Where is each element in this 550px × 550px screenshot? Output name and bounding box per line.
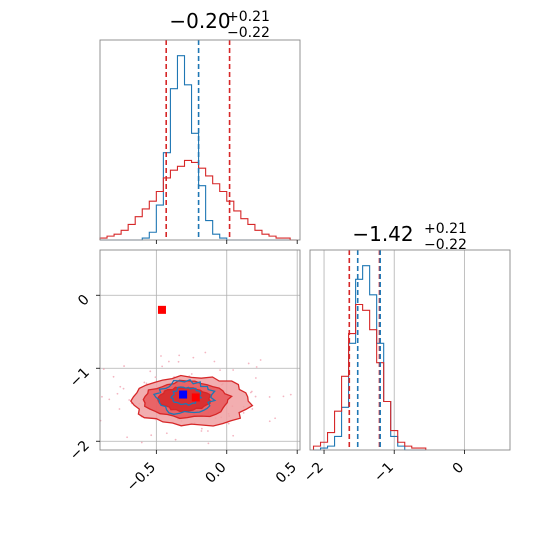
histogram-series-blue	[313, 265, 426, 451]
sample-point	[165, 432, 168, 435]
sample-point	[268, 396, 271, 398]
histogram-panel-y: −2 −1 0	[301, 249, 511, 486]
sample-point	[190, 373, 193, 375]
sample-point	[123, 365, 125, 367]
sample-point	[167, 360, 170, 363]
sample-point	[259, 359, 262, 361]
marker-marker_red	[191, 393, 200, 402]
tick-label-y: −2	[67, 438, 93, 464]
sample-point	[213, 360, 216, 363]
histogram-series-red	[99, 159, 298, 241]
sample-point	[143, 381, 146, 384]
sample-point	[154, 376, 157, 379]
histogram-panel-x	[99, 39, 301, 244]
sample-point	[118, 408, 121, 410]
tick-label-x: −2	[301, 460, 327, 486]
sample-point	[255, 366, 258, 368]
sample-point	[122, 387, 125, 390]
sample-point	[102, 368, 105, 371]
sample-point	[254, 395, 257, 398]
axes-frame	[309, 249, 511, 451]
plot-area	[310, 250, 510, 450]
sample-point	[207, 430, 209, 432]
sample-point	[282, 395, 285, 398]
sample-point	[128, 399, 131, 401]
sample-point	[150, 434, 153, 437]
title-y-sub: −0.22	[424, 237, 467, 253]
sample-point	[116, 392, 119, 395]
sample-point	[177, 360, 180, 363]
sample-point	[101, 395, 103, 398]
sample-point	[274, 417, 277, 420]
joint-distribution-panel: −0.5 0.0 0.5 −2 −1 0	[67, 249, 301, 495]
sample-point	[247, 362, 250, 365]
title-x: −0.20	[169, 9, 230, 33]
marker-marker_blue	[179, 390, 188, 399]
tick-label-x: 0	[450, 460, 468, 478]
sample-point	[289, 393, 292, 396]
tick-label-x: 0.5	[273, 460, 300, 487]
sample-point	[200, 430, 203, 432]
sample-point	[160, 355, 162, 357]
sample-point	[108, 398, 111, 401]
sample-point	[268, 420, 271, 423]
title-x-sup: +0.21	[227, 9, 270, 25]
axes-frame	[99, 249, 301, 451]
sample-point	[254, 377, 257, 379]
sample-point	[242, 411, 245, 414]
axes-frame	[99, 39, 301, 241]
sample-point	[126, 436, 129, 439]
plot-area	[100, 40, 300, 240]
title-y-main: −1.42	[352, 222, 413, 246]
marker-marker_red	[157, 305, 166, 314]
blue-contour	[170, 386, 203, 407]
tick-label-x: −0.5	[124, 460, 159, 495]
sample-point	[119, 385, 122, 388]
sample-point	[174, 438, 177, 441]
sample-point	[161, 365, 164, 368]
sample-point	[232, 434, 235, 437]
sample-point	[207, 442, 210, 445]
sample-point	[219, 369, 221, 372]
sample-point	[192, 356, 195, 359]
title-y-sup: +0.21	[424, 221, 467, 237]
sample-point	[204, 351, 207, 354]
blue-contour	[152, 379, 217, 415]
sample-point	[251, 408, 254, 410]
title-x-main: −0.20	[169, 9, 230, 33]
sample-point	[145, 382, 148, 385]
tick-label-x: −1	[371, 460, 397, 486]
sample-point	[149, 370, 152, 373]
sample-point	[178, 354, 181, 357]
histogram-series-red	[312, 303, 427, 450]
title-x-sub: −0.22	[227, 25, 270, 41]
sample-point	[227, 422, 230, 425]
sample-point	[232, 369, 235, 371]
sample-point	[140, 441, 143, 444]
sample-point	[200, 427, 203, 430]
tick-label-x: 0.0	[203, 460, 230, 487]
sample-point	[112, 375, 115, 378]
title-y: −1.42	[352, 222, 413, 246]
tick-label-y: 0	[75, 292, 93, 310]
tick-label-y: −1	[67, 365, 93, 391]
sample-point	[250, 390, 253, 393]
